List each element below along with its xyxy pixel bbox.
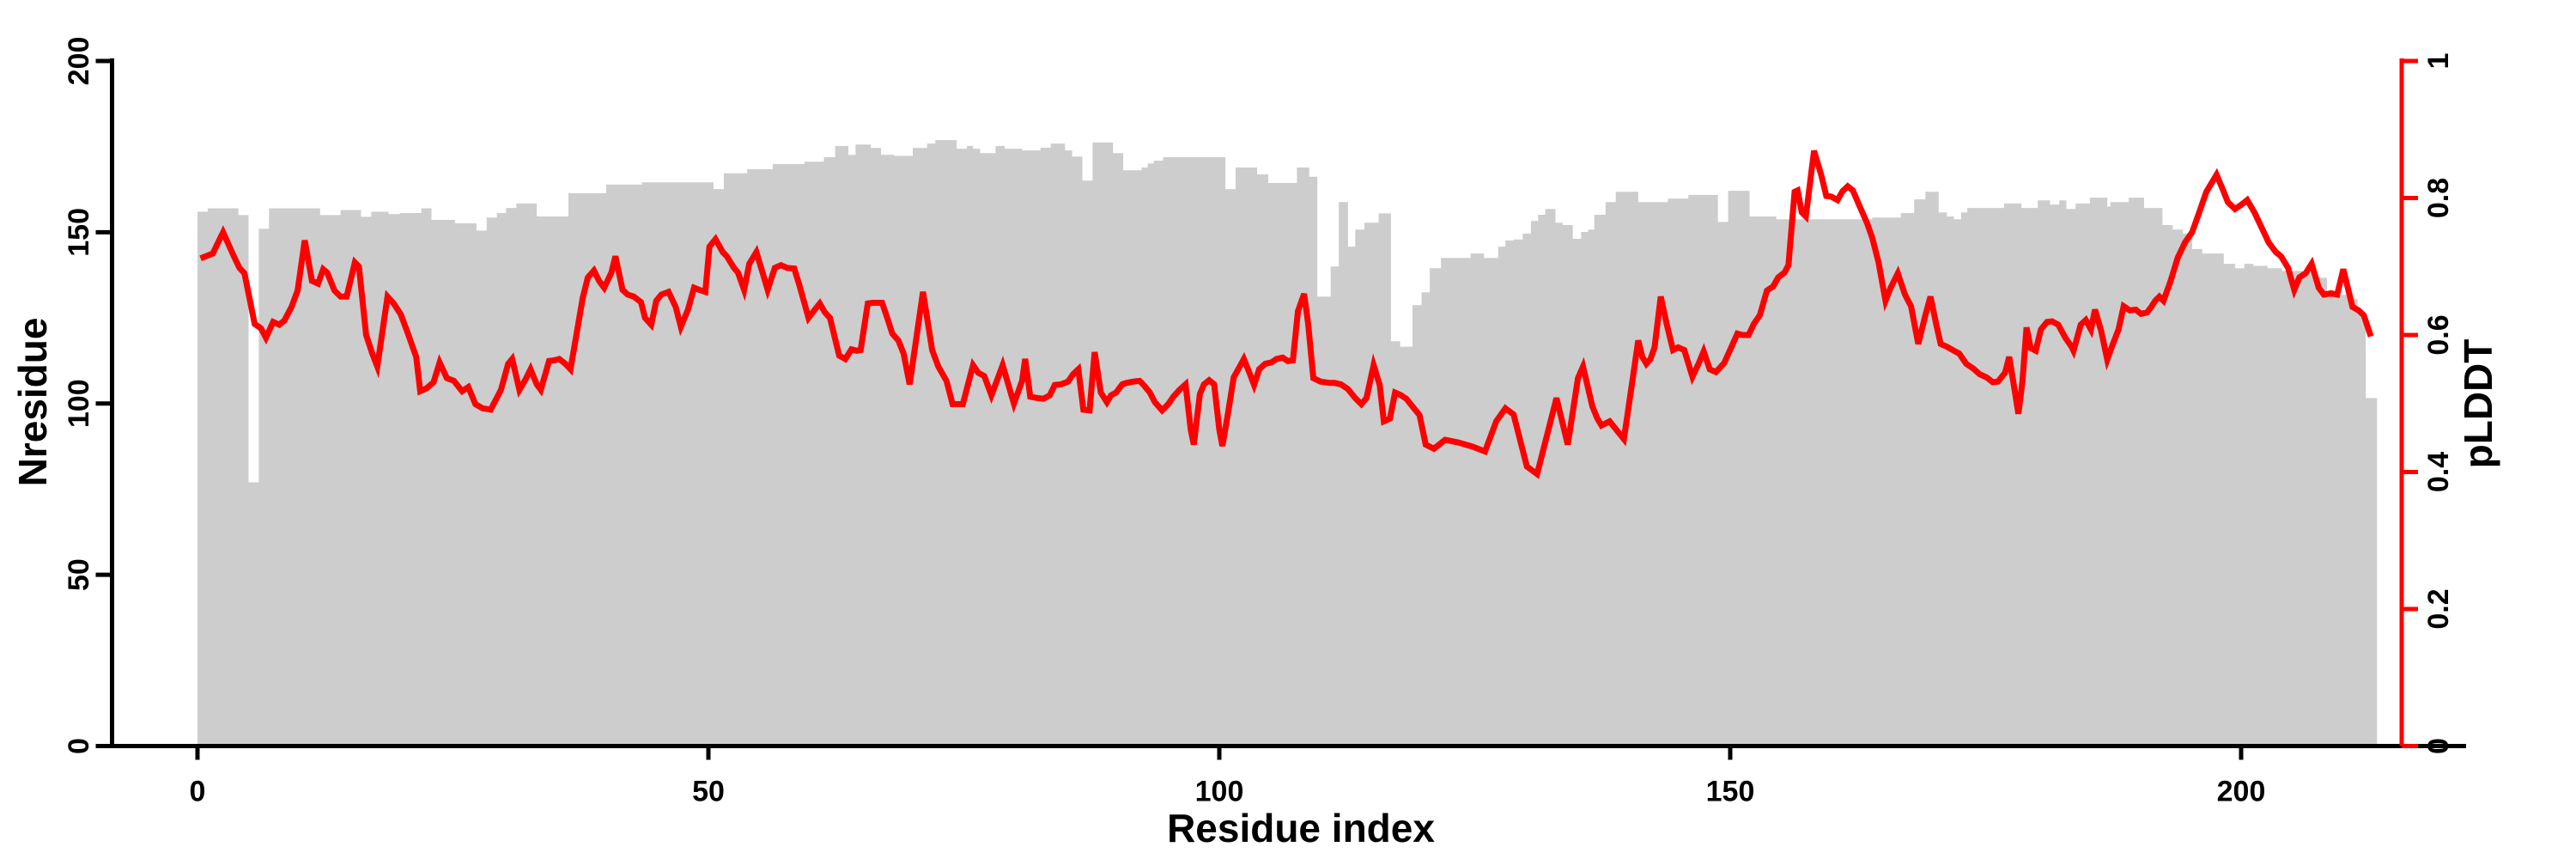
left-tick-label: 50	[63, 558, 95, 591]
left-tick-label: 200	[63, 37, 95, 86]
x-tick-label: 50	[692, 776, 725, 808]
x-tick-label: 150	[1706, 776, 1755, 808]
right-tick-label: 0.2	[2422, 588, 2455, 629]
y-axis-left: 0 50 100 150 200	[63, 37, 114, 754]
left-tick-label: 0	[63, 738, 95, 754]
x-axis: 0 50 100 150 200	[96, 744, 2466, 808]
right-tick-label: 1	[2422, 53, 2455, 70]
left-axis-title: Nresidue	[10, 318, 55, 487]
left-tick-label: 100	[63, 379, 95, 428]
x-tick-label: 100	[1195, 776, 1244, 808]
y-axis-right: 0 0.2 0.4 0.6 0.8 1	[2399, 53, 2455, 754]
right-tick-label: 0.6	[2422, 314, 2455, 355]
plddt-line-series	[199, 149, 2374, 479]
x-tick-label: 200	[2217, 776, 2266, 808]
nresidue-bars-series	[197, 140, 2378, 746]
right-tick-label: 0.4	[2422, 452, 2455, 492]
right-axis-title: pLDDT	[2456, 339, 2500, 469]
left-tick-label: 150	[63, 208, 95, 257]
x-axis-title: Residue index	[1167, 806, 1435, 850]
right-tick-label: 0.8	[2422, 178, 2455, 218]
right-tick-label: 0	[2422, 738, 2455, 754]
x-tick-label: 0	[190, 776, 206, 808]
